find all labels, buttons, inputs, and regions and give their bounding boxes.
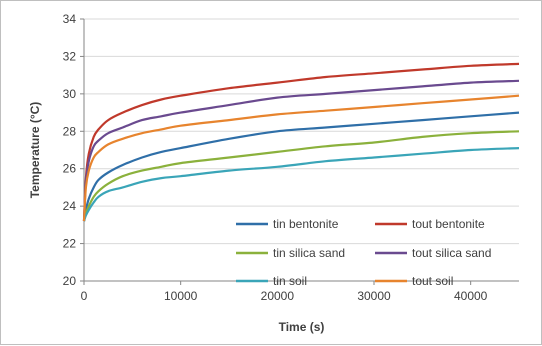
legend-label-tout-bentonite: tout bentonite xyxy=(412,217,485,231)
series-line-tout-soil xyxy=(82,94,520,222)
y-tick-label-26: 26 xyxy=(63,162,77,176)
series-line-tout-bentonite xyxy=(82,62,520,222)
y-tick-label-34: 34 xyxy=(63,12,77,26)
series-line-tout-silica-sand xyxy=(82,79,520,222)
y-tick-label-28: 28 xyxy=(63,124,77,138)
y-tick-label-30: 30 xyxy=(63,87,77,101)
series-lines xyxy=(82,62,520,222)
y-axis-title: Temperature (°C) xyxy=(28,102,42,199)
legend-label-tin-silica-sand: tin silica sand xyxy=(273,246,345,260)
legend-label-tin-bentonite: tin bentonite xyxy=(273,217,339,231)
y-tick-label-22: 22 xyxy=(63,237,77,251)
y-tick-labels: 20 22 24 26 28 30 32 34 xyxy=(63,12,77,288)
x-tick-label-10000: 10000 xyxy=(164,289,198,303)
y-tick-label-20: 20 xyxy=(63,274,77,288)
series-line-tin-soil xyxy=(82,147,520,222)
legend-label-tin-soil: tin soil xyxy=(273,274,307,288)
legend-label-tout-soil: tout soil xyxy=(412,274,453,288)
y-tick-label-24: 24 xyxy=(63,199,77,213)
legend-label-tout-silica-sand: tout silica sand xyxy=(412,246,491,260)
y-tick-label-32: 32 xyxy=(63,49,77,63)
series-line-tin-silica-sand xyxy=(82,130,520,222)
x-tick-label-30000: 30000 xyxy=(357,289,391,303)
x-tick-label-40000: 40000 xyxy=(454,289,488,303)
axes xyxy=(80,18,519,285)
x-axis-title: Time (s) xyxy=(279,320,325,334)
x-tick-label-0: 0 xyxy=(81,289,88,303)
x-tick-label-20000: 20000 xyxy=(261,289,295,303)
x-tick-labels: 0 10000 20000 30000 40000 xyxy=(81,289,488,303)
series-line-tin-bentonite xyxy=(82,111,520,222)
legend: tin bentonite tout bentonite tin silica sa… xyxy=(236,217,491,288)
